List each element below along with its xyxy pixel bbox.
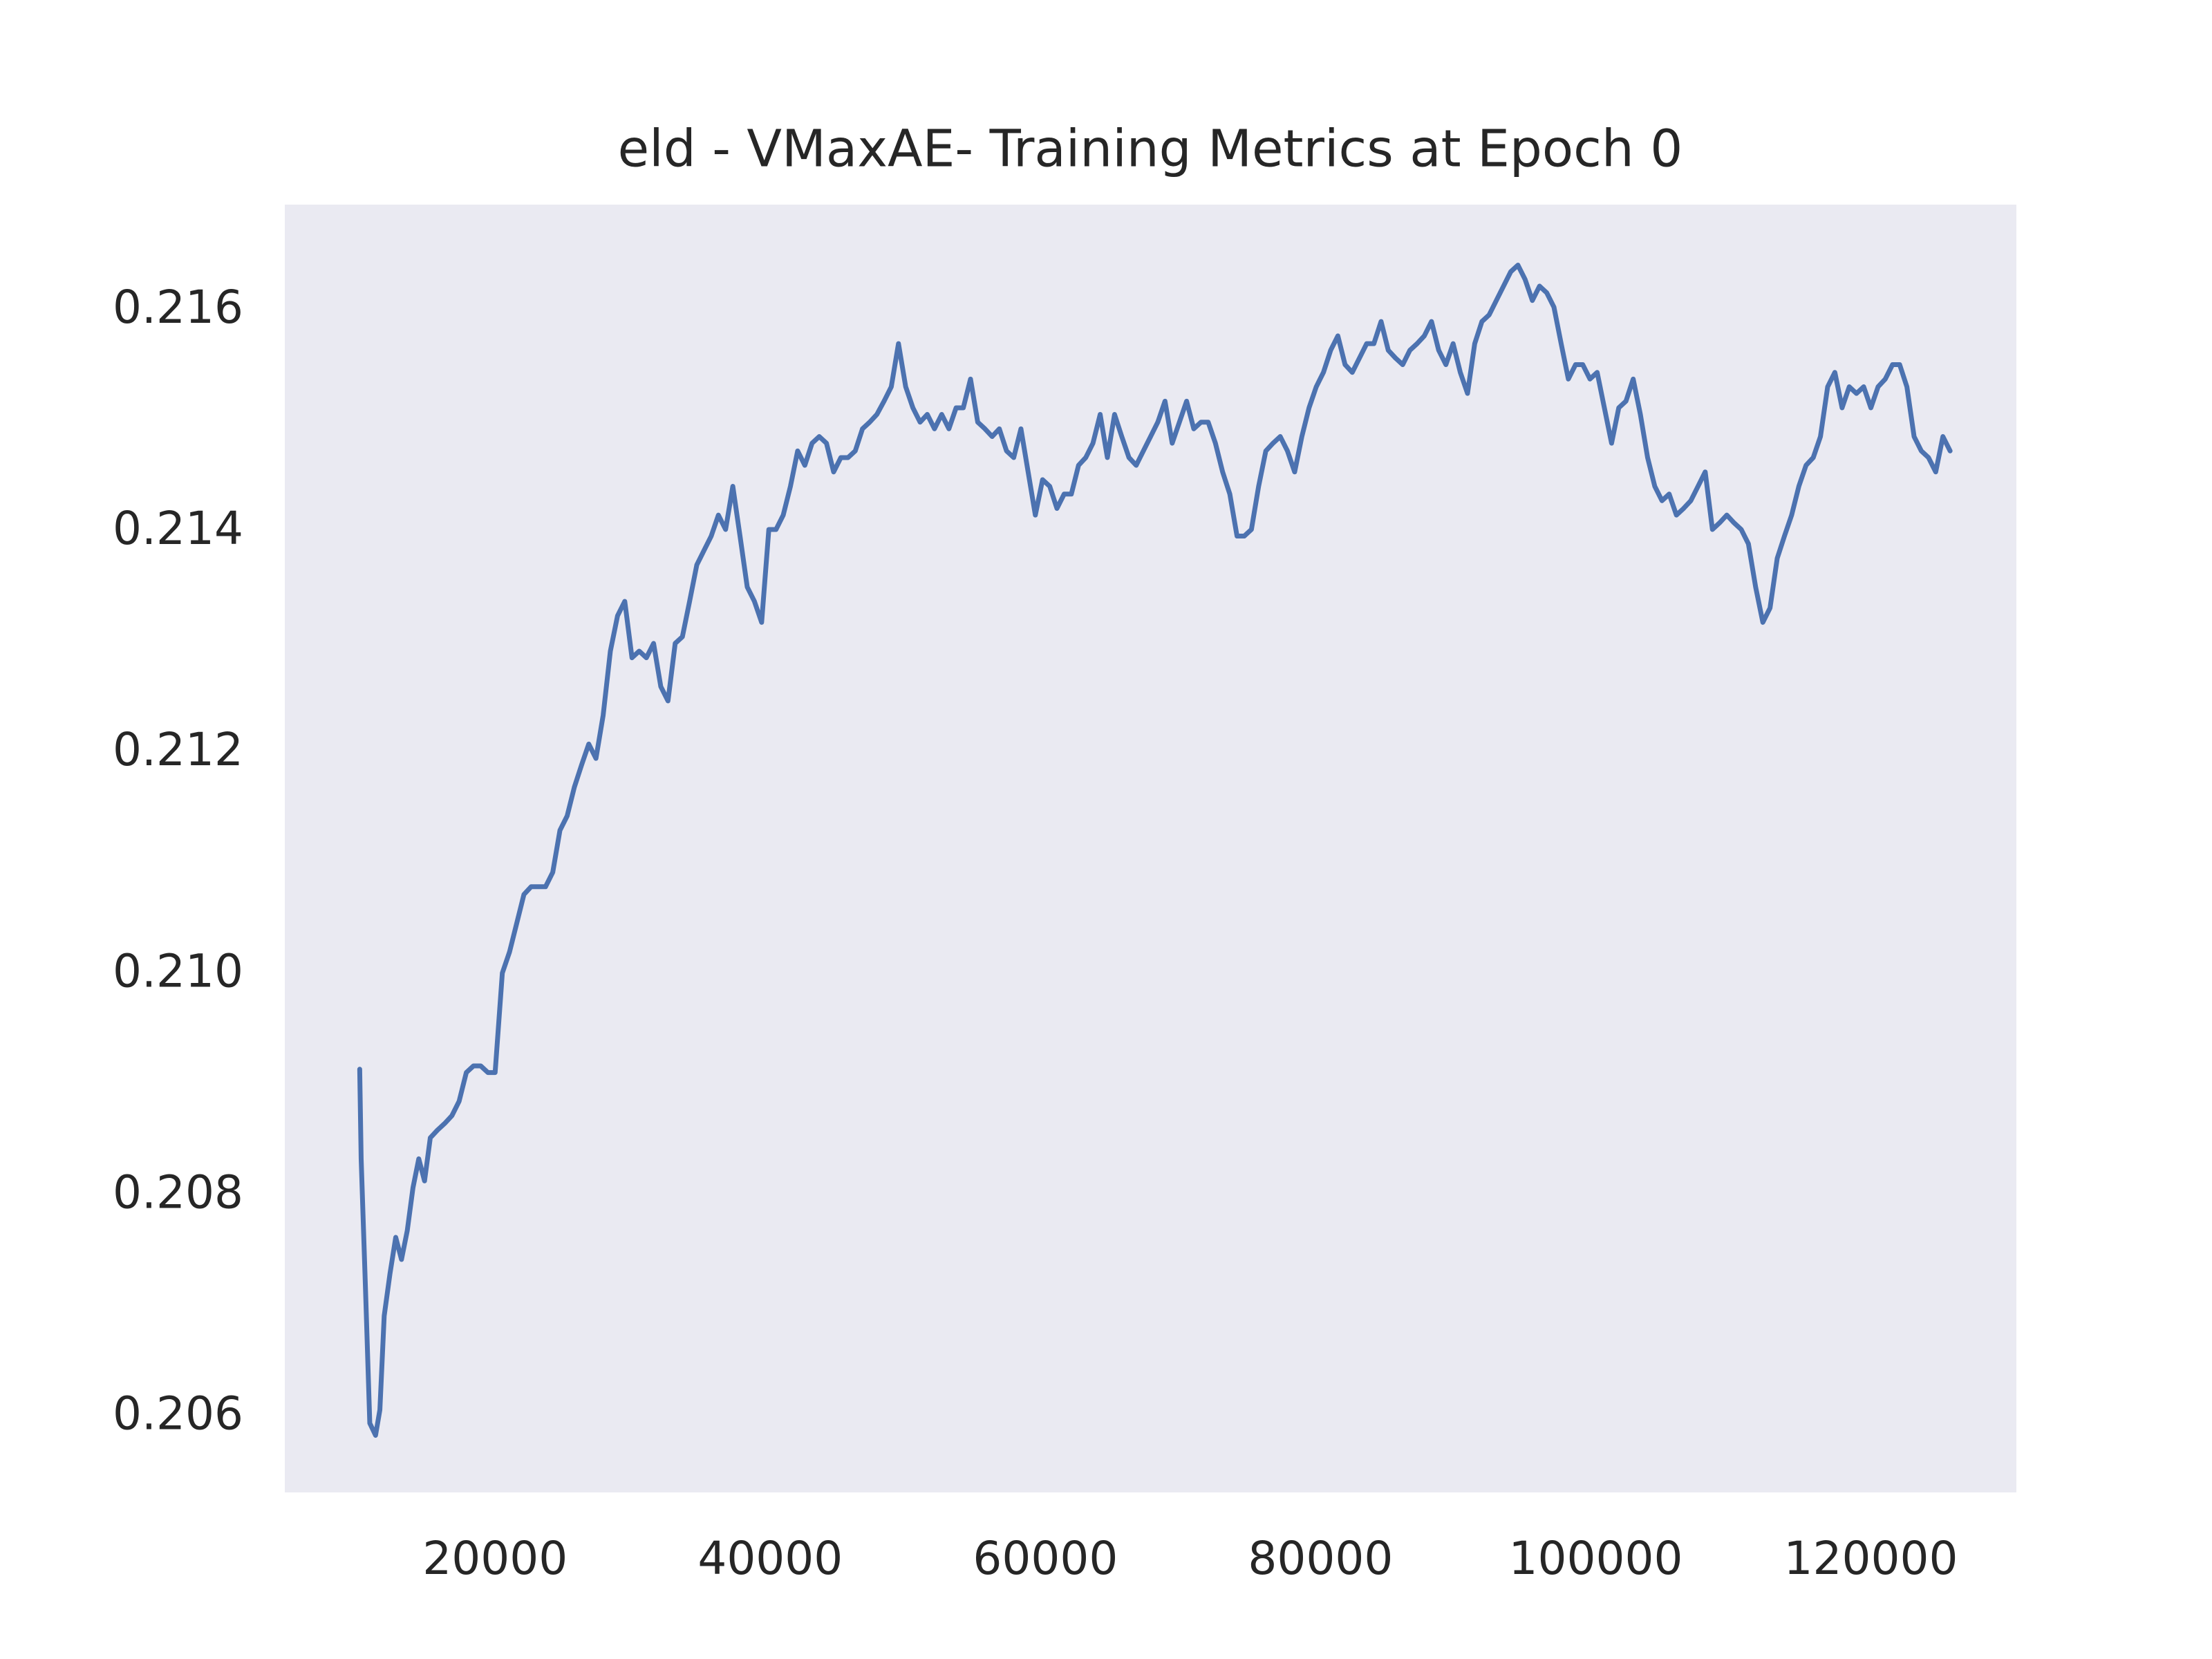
- x-tick-label: 100000: [1508, 1532, 1683, 1585]
- y-tick-label: 0.214: [113, 502, 243, 555]
- data-line: [357, 263, 1953, 1438]
- y-tick-label: 0.210: [113, 944, 243, 997]
- x-tick-label: 80000: [1248, 1532, 1393, 1585]
- x-tick-label: 40000: [697, 1532, 843, 1585]
- y-tick-label: 0.206: [113, 1387, 243, 1440]
- y-tick-label: 0.216: [113, 281, 243, 334]
- x-tick-label: 120000: [1784, 1532, 1958, 1585]
- y-tick-label: 0.212: [113, 723, 243, 776]
- plot-area: [285, 205, 2016, 1492]
- chart-title: eld - VMaxAE- Training Metrics at Epoch …: [618, 120, 1683, 179]
- x-tick-label: 20000: [422, 1532, 568, 1585]
- y-tick-label: 0.208: [113, 1165, 243, 1219]
- x-tick-label: 60000: [973, 1532, 1118, 1585]
